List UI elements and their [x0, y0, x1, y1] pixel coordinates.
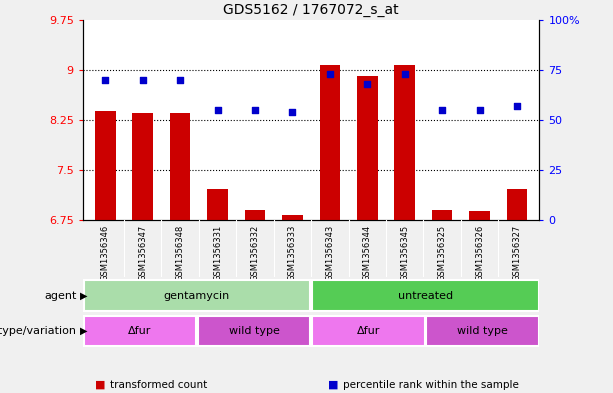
Text: ■: ■ — [328, 380, 338, 390]
Text: GSM1356348: GSM1356348 — [175, 225, 185, 281]
Bar — [132, 113, 153, 220]
Point — [250, 107, 260, 113]
Bar — [357, 77, 378, 220]
Text: GSM1356346: GSM1356346 — [101, 225, 110, 281]
Text: GSM1356333: GSM1356333 — [288, 225, 297, 281]
Bar — [83, 316, 196, 347]
Title: GDS5162 / 1767072_s_at: GDS5162 / 1767072_s_at — [223, 3, 399, 17]
Text: GSM1356344: GSM1356344 — [363, 225, 371, 281]
Text: ■: ■ — [95, 380, 105, 390]
Text: Δfur: Δfur — [357, 326, 380, 336]
Point — [101, 77, 110, 83]
Point — [400, 71, 409, 77]
Bar — [197, 316, 310, 347]
Text: agent: agent — [44, 291, 77, 301]
Text: GSM1356347: GSM1356347 — [138, 225, 147, 281]
Point — [287, 109, 297, 115]
Text: genotype/variation: genotype/variation — [0, 326, 77, 336]
Bar — [507, 189, 527, 220]
Bar — [207, 189, 228, 220]
Bar — [83, 280, 310, 311]
Point — [474, 107, 484, 113]
Bar — [282, 215, 303, 220]
Text: GSM1356332: GSM1356332 — [251, 225, 259, 281]
Point — [213, 107, 223, 113]
Bar — [426, 316, 539, 347]
Bar — [312, 316, 425, 347]
Bar — [170, 113, 191, 220]
Text: ▶: ▶ — [80, 326, 87, 336]
Text: GSM1356331: GSM1356331 — [213, 225, 222, 281]
Text: GSM1356343: GSM1356343 — [326, 225, 334, 281]
Text: GSM1356326: GSM1356326 — [475, 225, 484, 281]
Point — [362, 81, 372, 87]
Text: wild type: wild type — [457, 326, 508, 336]
Text: untreated: untreated — [398, 291, 453, 301]
Text: gentamycin: gentamycin — [164, 291, 230, 301]
Bar — [319, 65, 340, 220]
Point — [437, 107, 447, 113]
Point — [175, 77, 185, 83]
Bar — [470, 211, 490, 220]
Text: transformed count: transformed count — [110, 380, 208, 390]
Bar — [394, 65, 415, 220]
Text: wild type: wild type — [229, 326, 280, 336]
Text: Δfur: Δfur — [128, 326, 151, 336]
Text: ▶: ▶ — [80, 291, 87, 301]
Bar — [312, 280, 539, 311]
Bar — [95, 111, 115, 220]
Bar — [432, 210, 452, 220]
Point — [512, 103, 522, 109]
Point — [325, 71, 335, 77]
Text: GSM1356345: GSM1356345 — [400, 225, 409, 281]
Text: GSM1356325: GSM1356325 — [438, 225, 447, 281]
Text: GSM1356327: GSM1356327 — [512, 225, 522, 281]
Bar — [245, 210, 265, 220]
Point — [138, 77, 148, 83]
Text: percentile rank within the sample: percentile rank within the sample — [343, 380, 519, 390]
